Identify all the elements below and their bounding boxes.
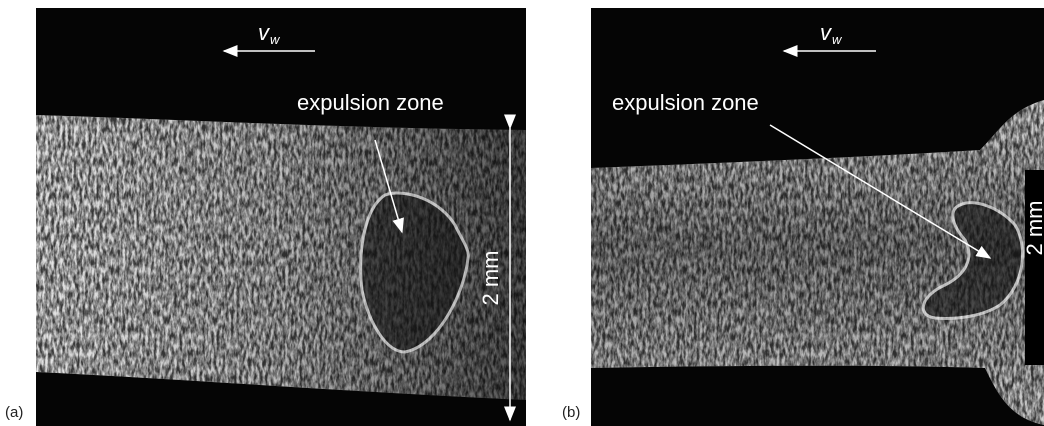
velocity-subscript: w bbox=[832, 32, 843, 47]
panel-b: expulsion zone v w 2 mm (b) bbox=[562, 8, 1044, 426]
panel-label: (a) bbox=[5, 404, 23, 421]
annotation: expulsion zone bbox=[612, 90, 759, 115]
panel-label: (b) bbox=[562, 404, 580, 421]
scale-label: 2 mm bbox=[478, 251, 503, 306]
velocity-subscript: w bbox=[270, 32, 281, 47]
scale-bar bbox=[1025, 170, 1044, 365]
scale-label: 2 mm bbox=[1022, 201, 1044, 256]
figure: expulsion zone v w 2 mm (a) expulsion zo… bbox=[0, 0, 1044, 426]
annotation: expulsion zone bbox=[297, 90, 444, 115]
panel-a: expulsion zone v w 2 mm (a) bbox=[5, 8, 526, 426]
